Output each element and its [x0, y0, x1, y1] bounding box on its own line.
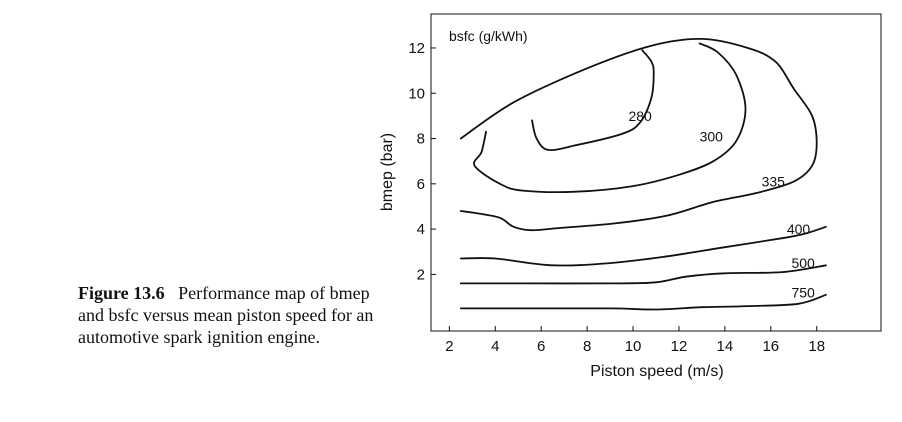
contour-280	[531, 49, 655, 152]
axis-ticks: 2 4 6 8 10 12 14 16 18 2 4 6 8 10 12	[408, 40, 825, 355]
contour-lines	[459, 37, 827, 311]
y-tick-label: 10	[408, 85, 425, 102]
contour-label-335: 335	[762, 174, 786, 190]
contour-335	[459, 37, 818, 232]
x-tick-label: 4	[491, 338, 499, 355]
y-tick-label: 2	[417, 266, 425, 283]
contour-750	[459, 293, 827, 311]
x-tick-label: 18	[808, 338, 825, 355]
x-tick-label: 12	[671, 338, 688, 355]
y-tick-label: 12	[408, 40, 425, 57]
y-axis-label: bmep (bar)	[379, 133, 396, 211]
x-tick-label: 10	[625, 338, 642, 355]
contour-500	[459, 264, 827, 285]
x-tick-label: 2	[445, 338, 453, 355]
contour-400	[459, 225, 827, 267]
y-tick-label: 4	[417, 221, 425, 238]
figure-description: Performance map of bmep and bsfc versus …	[78, 283, 374, 347]
contour-label-280: 280	[628, 108, 652, 124]
figure-number: Figure 13.6	[78, 283, 165, 303]
x-tick-label: 14	[717, 338, 734, 355]
x-tick-label: 8	[583, 338, 591, 355]
plot-frame	[430, 13, 882, 332]
bsfc-unit-label: bsfc (g/kWh)	[449, 28, 528, 44]
y-tick-label: 8	[417, 131, 425, 148]
x-tick-label: 16	[762, 338, 779, 355]
contour-labels: 280 300 335 400 500 750	[628, 108, 815, 301]
contour-300	[473, 42, 747, 193]
figure-caption: Figure 13.6 Performance map of bmep and …	[78, 282, 378, 348]
x-tick-label: 6	[537, 338, 545, 355]
x-axis-label: Piston speed (m/s)	[590, 363, 723, 380]
contour-label-750: 750	[791, 285, 815, 301]
y-tick-label: 6	[417, 176, 425, 193]
contour-label-300: 300	[700, 128, 724, 144]
contour-label-400: 400	[787, 221, 811, 237]
contour-label-500: 500	[791, 255, 815, 271]
